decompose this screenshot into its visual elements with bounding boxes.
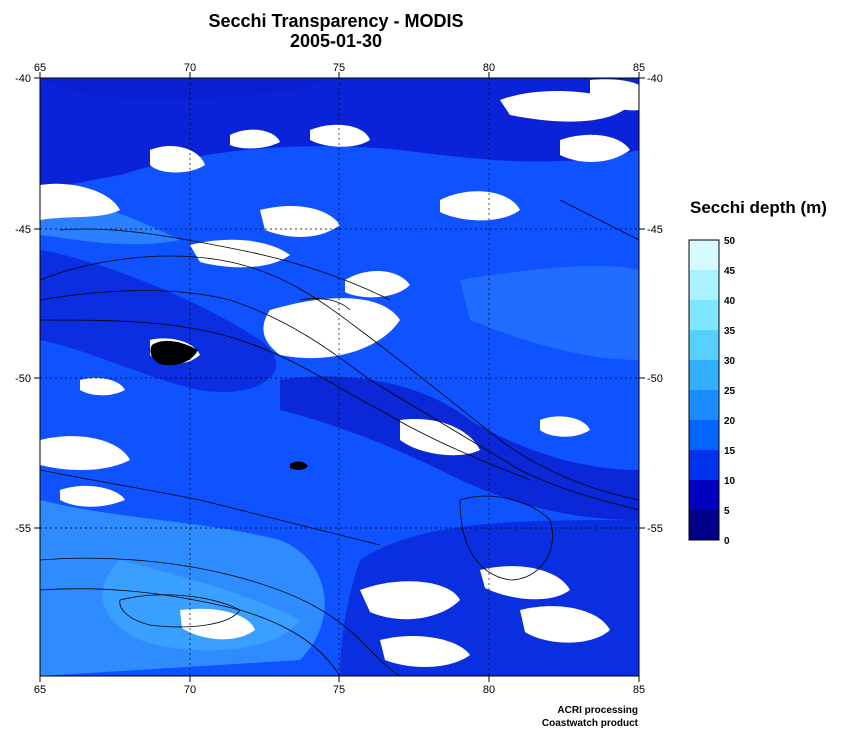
colorbar-label: 40	[724, 296, 736, 307]
colorbar-segment	[689, 390, 719, 420]
lat-tick-right-50: -50	[647, 373, 663, 385]
secchi-field	[40, 78, 639, 676]
lon-tick-bottom-65: 65	[34, 684, 46, 696]
lat-tick-left-45: -45	[15, 224, 31, 236]
colorbar-label: 25	[724, 386, 736, 397]
map-title: Secchi Transparency - MODIS	[208, 11, 464, 31]
colorbar-label: 50	[724, 236, 736, 247]
colorbar-label: 15	[724, 446, 736, 457]
lon-tick-top-75: 75	[333, 62, 345, 74]
lon-tick-bottom-70: 70	[184, 684, 196, 696]
map-date: 2005-01-30	[289, 31, 383, 51]
lat-tick-right-45: -45	[647, 224, 663, 236]
colorbar-segment	[689, 240, 719, 270]
lat-tick-right-40: -40	[647, 73, 663, 85]
colorbar-label: 0	[724, 536, 730, 547]
lat-tick-left-55: -55	[15, 523, 31, 535]
colorbar-segment	[689, 300, 719, 330]
colorbar-segment	[689, 450, 719, 480]
colorbar-label: 45	[724, 266, 736, 277]
lon-tick-bottom-85: 85	[633, 684, 645, 696]
colorbar-segment	[689, 360, 719, 390]
colorbar-segment	[689, 420, 719, 450]
bathymetry-contours	[40, 199, 639, 676]
colorbar-label: 35	[724, 326, 736, 337]
credit-processing: ACRI processing	[557, 705, 638, 716]
colorbar-label: 30	[724, 356, 736, 367]
lat-tick-right-55: -55	[647, 523, 663, 535]
colorbar-label: 5	[724, 506, 730, 517]
lon-tick-top-85: 85	[633, 62, 645, 74]
lat-tick-left-40: -40	[15, 73, 31, 85]
credit-product: Coastwatch product	[541, 718, 638, 729]
lon-tick-top-80: 80	[483, 62, 495, 74]
lon-tick-top-65: 65	[34, 62, 46, 74]
colorbar-segment	[689, 480, 719, 510]
colorbar-segment	[689, 330, 719, 360]
lon-tick-bottom-80: 80	[483, 684, 495, 696]
colorbar-title: Secchi depth (m)	[690, 198, 827, 217]
lon-tick-top-70: 70	[184, 62, 196, 74]
lat-tick-left-50: -50	[15, 373, 31, 385]
colorbar-label: 10	[724, 476, 736, 487]
lon-tick-bottom-75: 75	[333, 684, 345, 696]
colorbar-frame	[688, 239, 720, 541]
colorbar-segment	[689, 270, 719, 300]
colorbar-label: 20	[724, 416, 736, 427]
colorbar-segment	[689, 510, 719, 540]
